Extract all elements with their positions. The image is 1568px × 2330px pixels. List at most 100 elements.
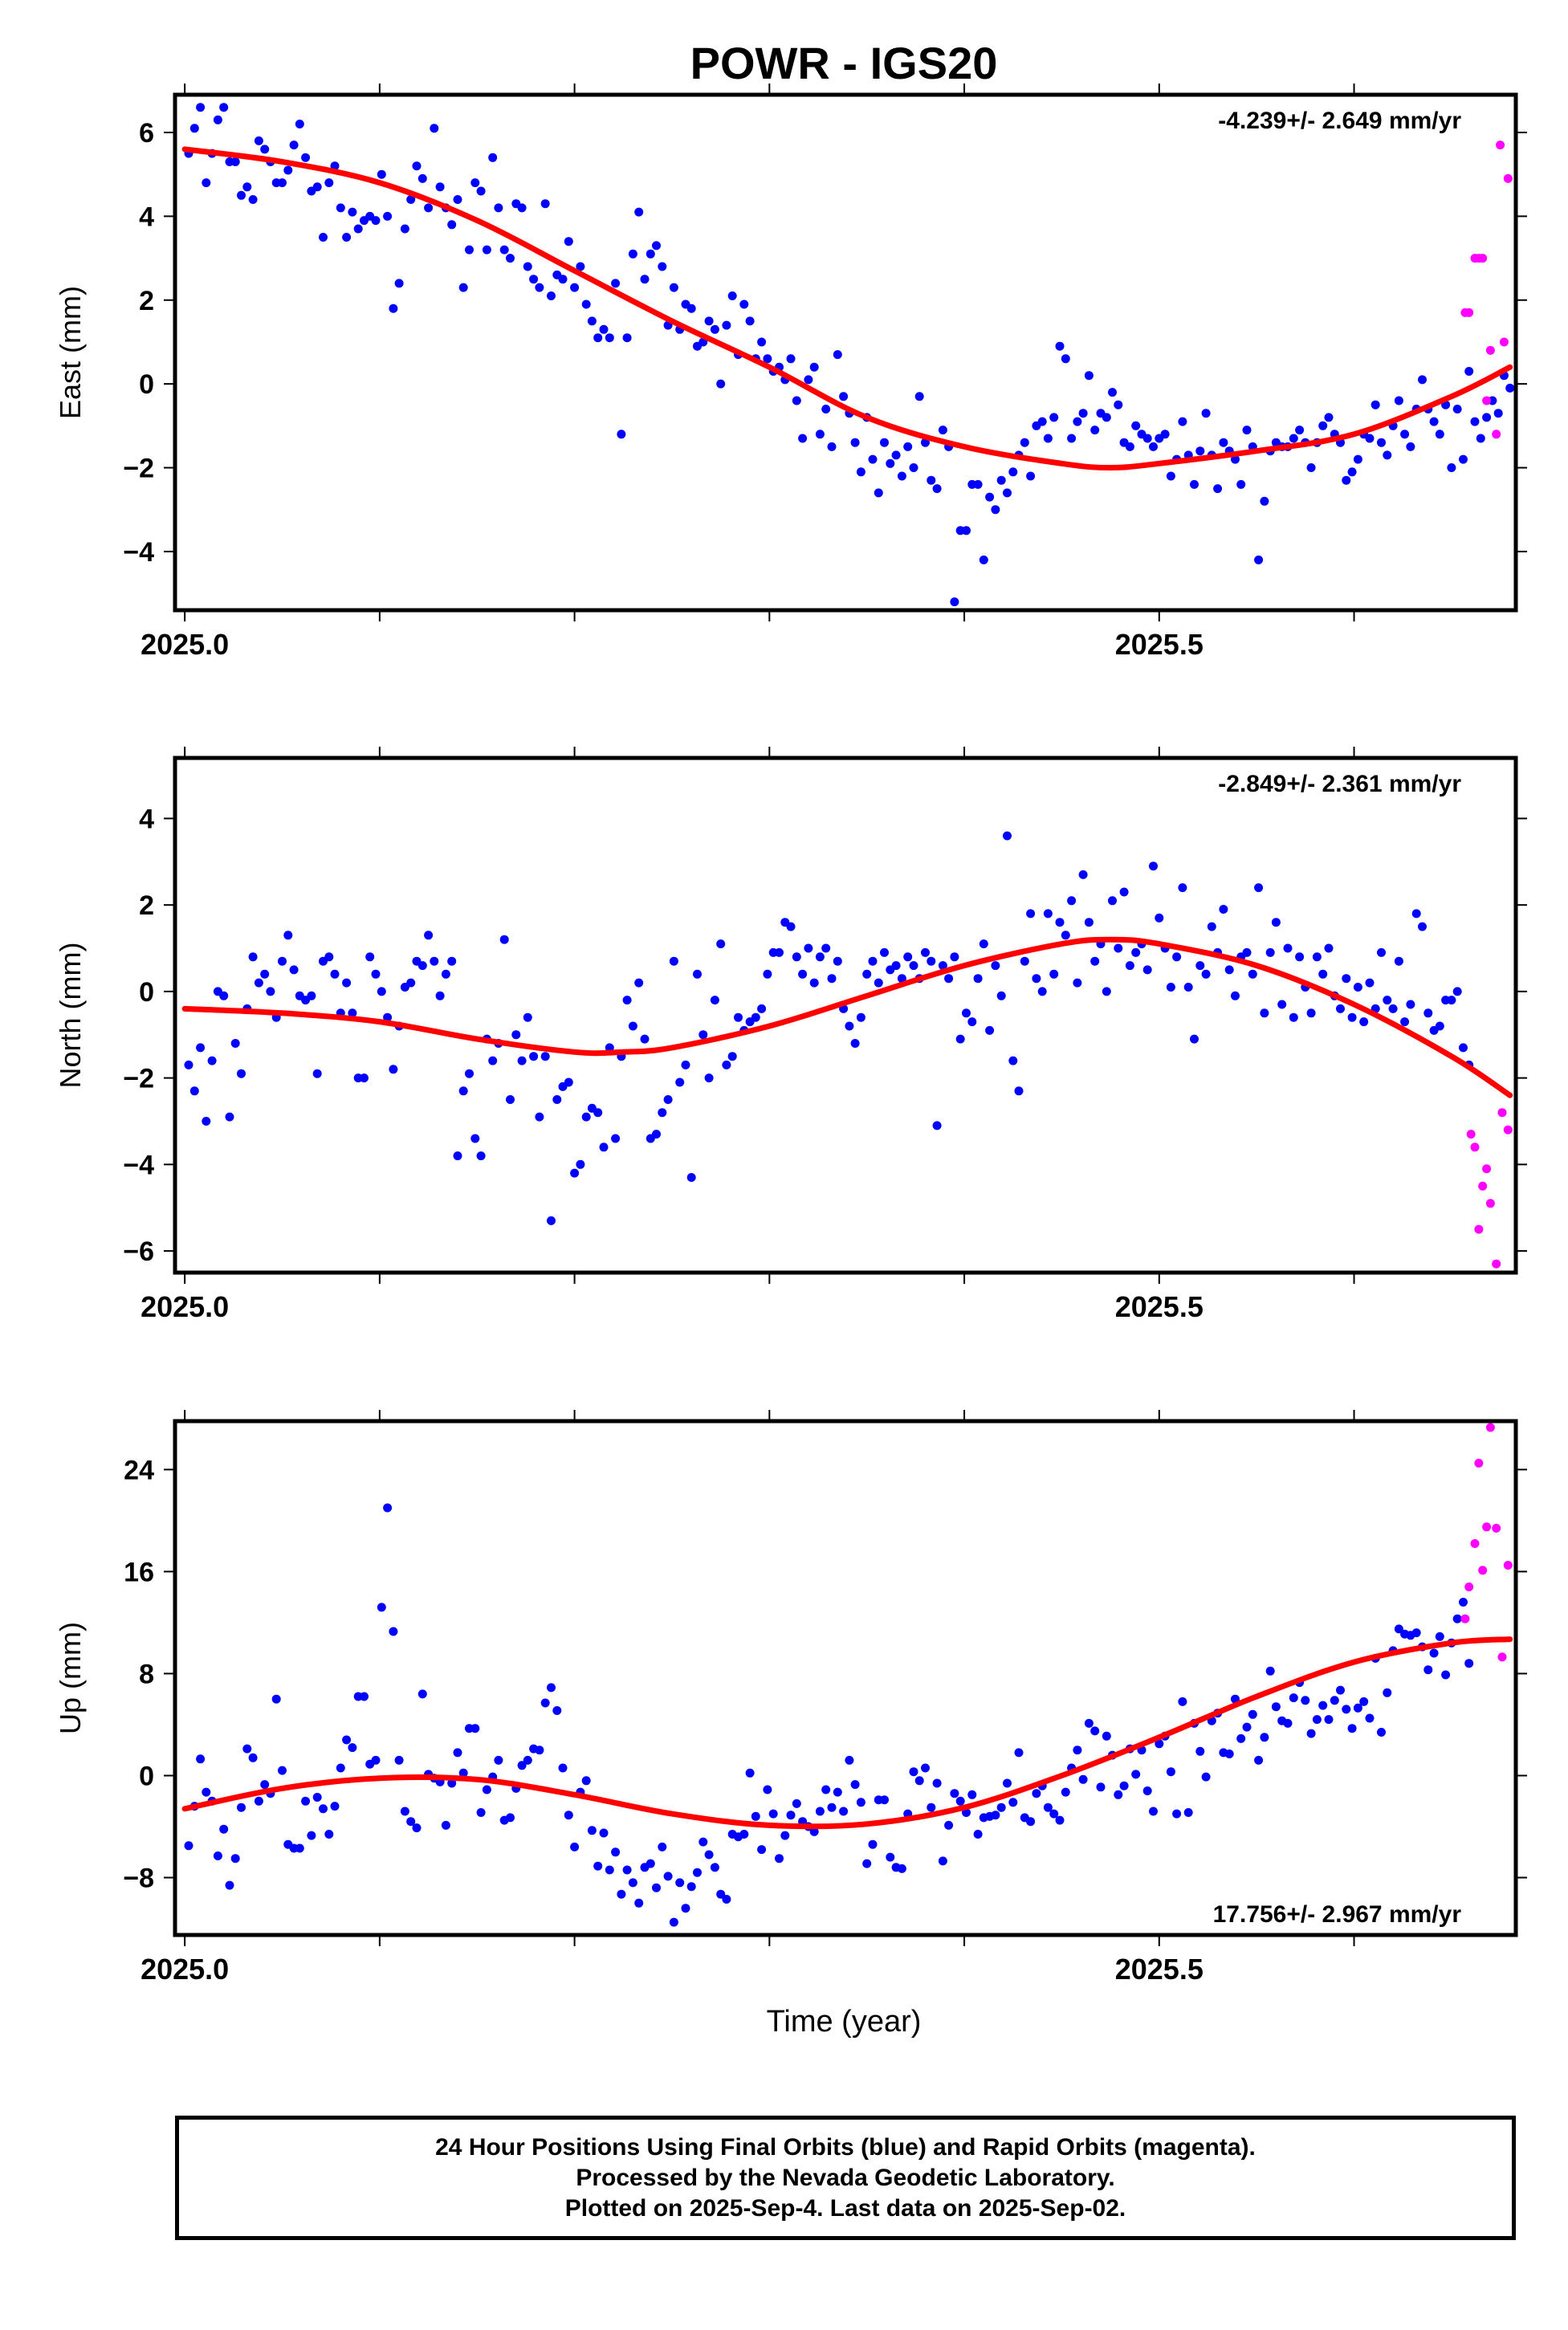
final-orbit-point	[458, 1768, 468, 1778]
y-tick-label: −4	[123, 1150, 154, 1180]
final-orbit-point	[833, 956, 842, 966]
final-orbit-point	[693, 969, 702, 979]
final-orbit-point	[786, 922, 796, 931]
final-orbit-point	[576, 1159, 585, 1169]
final-orbit-point	[833, 1787, 842, 1797]
final-orbit-point	[1318, 421, 1328, 430]
caption-line-3: Plotted on 2025-Sep-4. Last data on 2025…	[564, 2194, 1126, 2222]
final-orbit-point	[716, 939, 726, 949]
final-orbit-point	[342, 1735, 352, 1745]
final-orbit-point	[1149, 862, 1158, 871]
final-orbit-point	[1008, 1798, 1018, 1807]
final-orbit-point	[371, 969, 381, 979]
final-orbit-point	[757, 1004, 767, 1013]
rapid-orbit-point	[1497, 1652, 1507, 1662]
final-orbit-point	[499, 245, 509, 255]
final-orbit-point	[1195, 961, 1205, 971]
final-orbit-point	[1061, 931, 1070, 940]
data-layer	[181, 1423, 1513, 1927]
final-orbit-point	[225, 1880, 234, 1890]
final-orbit-point	[833, 350, 842, 360]
rapid-orbit-point	[1464, 1583, 1474, 1591]
final-orbit-point	[880, 438, 889, 447]
final-orbit-point	[470, 1134, 480, 1143]
final-orbit-point	[1476, 434, 1485, 443]
final-orbit-point	[371, 1755, 381, 1765]
final-orbit-point	[1032, 1789, 1041, 1798]
final-orbit-point	[850, 438, 860, 447]
final-orbit-point	[1318, 969, 1328, 979]
rapid-orbit-point	[1474, 1224, 1484, 1234]
final-orbit-point	[1195, 1746, 1205, 1756]
final-orbit-point	[1008, 1056, 1018, 1065]
final-orbit-point	[628, 1021, 637, 1031]
final-orbit-point	[839, 392, 849, 401]
final-orbit-point	[242, 1744, 252, 1754]
final-orbit-point	[219, 991, 229, 1000]
final-orbit-point	[973, 974, 983, 984]
final-orbit-point	[605, 333, 614, 343]
final-orbit-point	[622, 996, 632, 1005]
final-orbit-point	[792, 396, 801, 405]
final-orbit-point	[570, 283, 580, 292]
final-orbit-point	[1061, 354, 1070, 364]
final-orbit-point	[1242, 947, 1252, 957]
final-orbit-point	[1049, 1809, 1059, 1819]
final-orbit-point	[1447, 996, 1456, 1005]
final-orbit-point	[336, 203, 345, 213]
final-orbit-point	[1201, 409, 1211, 418]
final-orbit-point	[1049, 413, 1059, 422]
y-axis-label: North (mm)	[54, 943, 87, 1089]
final-orbit-point	[985, 492, 995, 502]
final-orbit-point	[634, 207, 644, 217]
final-orbit-point	[517, 203, 527, 213]
final-orbit-point	[1283, 943, 1293, 953]
final-orbit-point	[874, 978, 883, 988]
final-orbit-point	[640, 1034, 650, 1044]
final-orbit-point	[1149, 442, 1158, 451]
final-orbit-point	[394, 1755, 404, 1765]
final-orbit-point	[599, 1828, 609, 1838]
final-orbit-point	[1342, 1705, 1351, 1714]
final-orbit-point	[319, 1804, 328, 1814]
final-orbit-point	[196, 103, 206, 112]
final-orbit-point	[1359, 1697, 1369, 1706]
final-orbit-point	[360, 1692, 369, 1701]
final-orbit-point	[827, 442, 837, 451]
final-orbit-point	[698, 1837, 708, 1847]
final-orbit-point	[1383, 996, 1392, 1005]
rapid-orbit-point	[1485, 345, 1495, 355]
final-orbit-point	[1254, 555, 1264, 564]
final-orbit-point	[1026, 471, 1036, 481]
final-orbit-point	[453, 195, 462, 204]
final-orbit-point	[821, 405, 831, 413]
final-orbit-point	[523, 262, 532, 271]
final-orbit-point	[979, 555, 988, 564]
final-orbit-point	[967, 1017, 977, 1027]
final-orbit-point	[938, 961, 947, 971]
final-orbit-point	[1505, 383, 1515, 393]
final-orbit-point	[506, 1813, 515, 1823]
final-orbit-point	[1155, 1739, 1164, 1749]
final-orbit-point	[1406, 1000, 1415, 1009]
final-orbit-point	[1026, 909, 1036, 919]
y-tick-label: 4	[139, 202, 154, 232]
final-orbit-point	[523, 1012, 532, 1022]
final-orbit-point	[324, 178, 334, 188]
final-orbit-point	[406, 1817, 416, 1827]
final-orbit-point	[1183, 983, 1193, 992]
final-orbit-point	[1394, 1624, 1403, 1634]
final-orbit-point	[809, 978, 819, 988]
final-orbit-point	[1201, 1772, 1211, 1782]
final-orbit-point	[599, 324, 609, 334]
final-orbit-point	[646, 249, 655, 259]
final-orbit-point	[307, 991, 316, 1000]
final-orbit-point	[955, 1796, 965, 1806]
final-orbit-point	[1078, 1774, 1088, 1784]
final-orbit-point	[1142, 1786, 1152, 1795]
final-orbit-point	[1142, 434, 1152, 443]
final-orbit-point	[1377, 947, 1386, 957]
final-orbit-point	[1248, 1709, 1257, 1719]
final-orbit-point	[973, 1830, 983, 1839]
